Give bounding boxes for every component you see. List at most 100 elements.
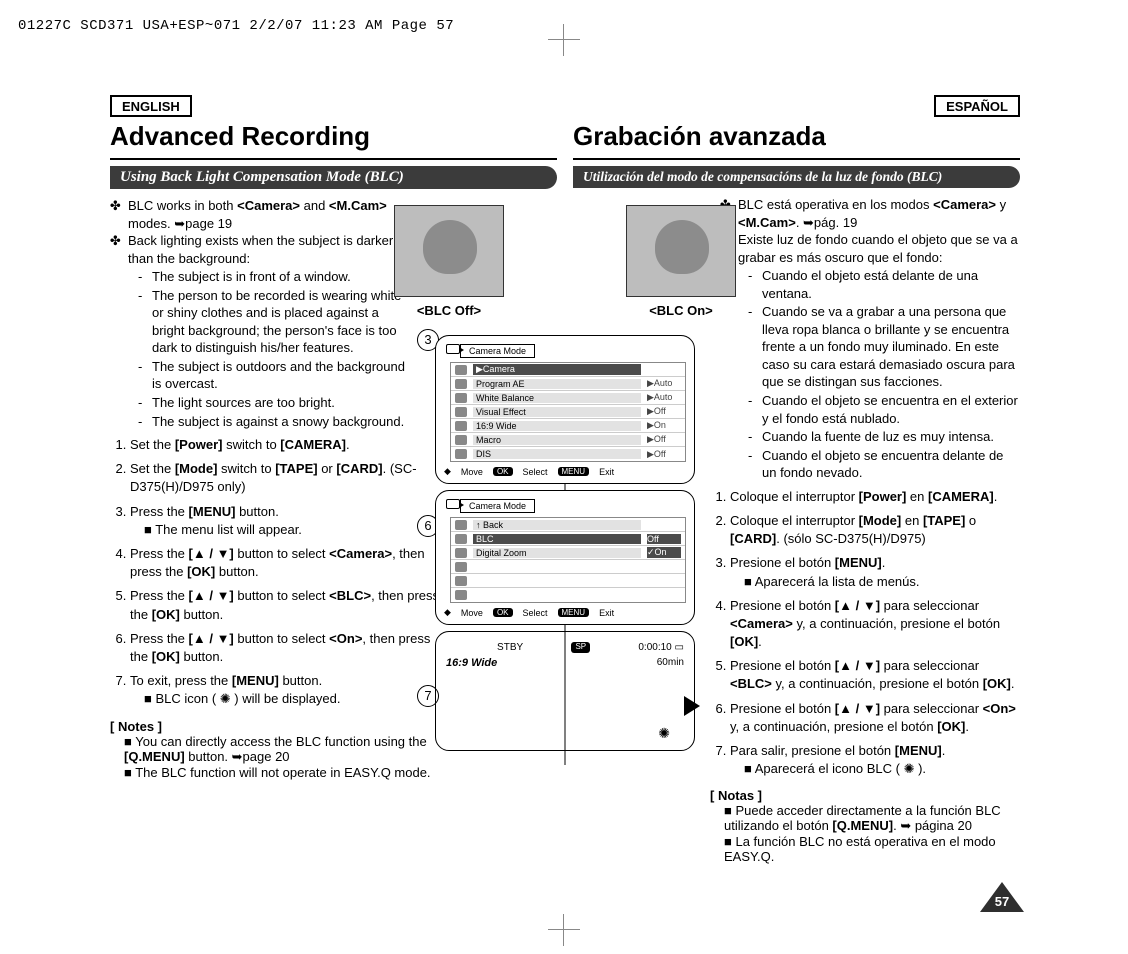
note: You can directly access the BLC function… [124,734,460,765]
osd-title: Camera Mode [460,344,535,358]
bullet: The person to be recorded is wearing whi… [152,287,410,357]
crop-mark-top [554,30,574,50]
bullet: The light sources are too bright. [152,394,410,412]
menu-pill: MENU [558,608,590,617]
foot-exit: Exit [599,467,614,477]
bullet: BLC está operativa en los modos <Camera>… [738,196,1020,231]
stby-status: STBY [497,642,523,653]
bullet: Cuando se va a grabar a una persona que … [762,303,1020,391]
osd-value: ▶Off [647,406,681,417]
note: The BLC function will not operate in EAS… [124,765,460,780]
bullet: Cuando el objeto está delante de una ven… [762,267,1020,302]
crop-mark-bottom [554,920,574,940]
bullet: Existe luz de fondo cuando el objeto que… [738,231,1020,482]
print-header: 01227C SCD371 USA+ESP~071 2/2/07 11:23 A… [18,18,454,34]
lang-tag-es: ESPAÑOL [934,95,1020,117]
osd-item: Macro [473,435,641,445]
step: Coloque el interruptor [Mode] en [TAPE] … [730,512,1020,548]
subhead-es: Utilización del modo de compensacións de… [573,166,1020,188]
foot-select: Select [523,608,548,618]
bullet: Cuando el objeto se encuentra en el exte… [762,392,1020,427]
blc-icon: ✺ [658,725,670,742]
thumb-label: <BLC Off> [417,303,481,318]
page-number-badge: 57 [980,882,1020,912]
step: Para salir, presione el botón [MENU]. Ap… [730,742,1020,778]
foot-select: Select [523,467,548,477]
thumb-label: <BLC On> [649,303,713,318]
ok-pill: OK [493,608,513,617]
osd-title: Camera Mode [460,499,535,513]
notes-heading-es: [ Notas ] [710,788,1020,803]
substep: BLC icon ( ✺ ) will be displayed. [144,690,450,708]
play-arrow-icon [684,696,700,716]
blc-thumbnails: <BLC Off> <BLC On> [394,205,736,318]
substep: The menu list will appear. [144,521,450,539]
center-diagrams: <BLC Off> <BLC On> 3 Camera Mode ▶Camera… [435,315,695,751]
osd-panel-6: Camera Mode ↑ Back BLCOff Digital Zoom✓O… [435,490,695,625]
osd-value: ▶Off [647,434,681,445]
step: Set the [Power] switch to [CAMERA]. [130,436,450,454]
tape-icon: ▭ [675,642,684,653]
menu-pill: MENU [558,467,590,476]
step: Set the [Mode] switch to [TAPE] or [CARD… [130,460,450,496]
thumb-blc-on: <BLC On> [626,205,736,318]
steps-en: Set the [Power] switch to [CAMERA]. Set … [110,436,450,708]
bullet: The subject is against a snowy backgroun… [152,413,410,431]
title-es: Grabación avanzada [573,121,1020,152]
step: Presione el botón [▲ / ▼] para seleccion… [730,657,1020,693]
bullet: The subject is in front of a window. [152,268,410,286]
intro-en: BLC works in both <Camera> and <M.Cam> m… [110,197,410,430]
step: Press the [MENU] button. The menu list w… [130,503,450,539]
osd-back: ↑ Back [473,520,641,530]
foot-move: Move [461,467,483,477]
foot-exit: Exit [599,608,614,618]
step: To exit, press the [MENU] button. BLC ic… [130,672,450,708]
steps-es: Coloque el interruptor [Power] en [CAMER… [710,488,1020,779]
osd-value: ▶Off [647,449,681,460]
bullet: Back lighting exists when the subject is… [128,232,410,430]
subhead-en: Using Back Light Compensation Mode (BLC) [110,166,557,189]
osd-item: DIS [473,449,641,459]
wide-label: 16:9 Wide [446,657,497,669]
osd-value: ▶On [647,420,681,431]
stby-panel: STBY SP 0:00:10 ▭ 16:9 Wide 60min ✺ [435,631,695,751]
osd-item: Visual Effect [473,407,641,417]
step: Presione el botón [▲ / ▼] para seleccion… [730,700,1020,736]
notes-en: You can directly access the BLC function… [110,734,460,780]
photo-placeholder [394,205,504,297]
osd-item: White Balance [473,393,641,403]
bullet: BLC works in both <Camera> and <M.Cam> m… [128,197,410,232]
ok-pill: OK [493,467,513,476]
bullet: The subject is outdoors and the backgrou… [152,358,410,393]
note: Puede acceder directamente a la función … [724,803,1020,834]
step: Coloque el interruptor [Power] en [CAMER… [730,488,1020,506]
lang-tag-en: ENGLISH [110,95,192,117]
camera-icon [446,344,460,354]
step: Presione el botón [▲ / ▼] para seleccion… [730,597,1020,652]
osd-value: Off [647,534,681,544]
step: Press the [▲ / ▼] button to select <Came… [130,545,450,581]
substep: Aparecerá el icono BLC ( ✺ ). [744,760,1020,778]
sp-pill: SP [571,642,590,653]
bullet: Cuando el objeto se encuentra delante de… [762,447,1020,482]
notes-es: Puede acceder directamente a la función … [710,803,1020,864]
photo-placeholder [626,205,736,297]
osd-value: ✓On [647,547,681,558]
stby-time: 0:00:10 [638,642,671,653]
bullet: Cuando la fuente de luz es muy intensa. [762,428,1020,446]
osd-item: Program AE [473,379,641,389]
foot-move: Move [461,608,483,618]
osd-header: ▶Camera [473,364,641,375]
updown-icon: ◆ [444,607,451,618]
osd-value: ▶Auto [647,378,681,389]
substep: Aparecerá la lista de menús. [744,573,1020,591]
camera-icon [446,499,460,509]
title-en: Advanced Recording [110,121,557,152]
note: La función BLC no está operativa en el m… [724,834,1020,864]
osd-value: ▶Auto [647,392,681,403]
row-icon [455,365,467,375]
step: Presione el botón [MENU]. Aparecerá la l… [730,554,1020,590]
osd-item: BLC [473,534,641,544]
stby-min: 60min [657,657,684,669]
manual-page: ENGLISH Advanced Recording Using Back Li… [110,95,1020,864]
